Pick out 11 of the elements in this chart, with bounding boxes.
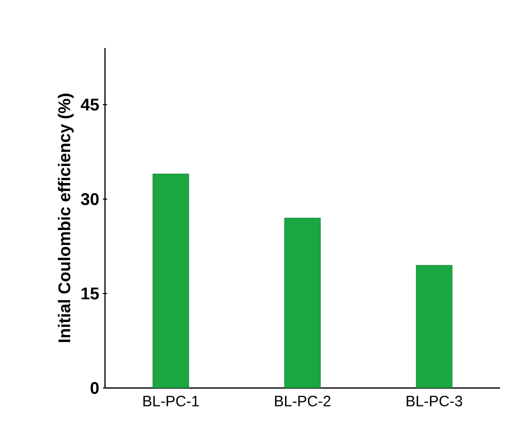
- y-tick-label: 45: [80, 98, 99, 111]
- y-tick-label: 0: [90, 382, 99, 394]
- y-tick-label: 30: [80, 193, 99, 206]
- bar: [416, 265, 452, 388]
- bar: [284, 218, 321, 388]
- x-tick-label: BL-PC-1: [143, 396, 199, 406]
- y-axis-title: Initial Coulombic efficiency (%): [58, 94, 74, 342]
- x-tick-label: BL-PC-2: [275, 396, 330, 406]
- y-tick-label: 15: [82, 288, 99, 300]
- x-tick-label: BL-PC-3: [406, 396, 462, 406]
- bar: [152, 174, 190, 388]
